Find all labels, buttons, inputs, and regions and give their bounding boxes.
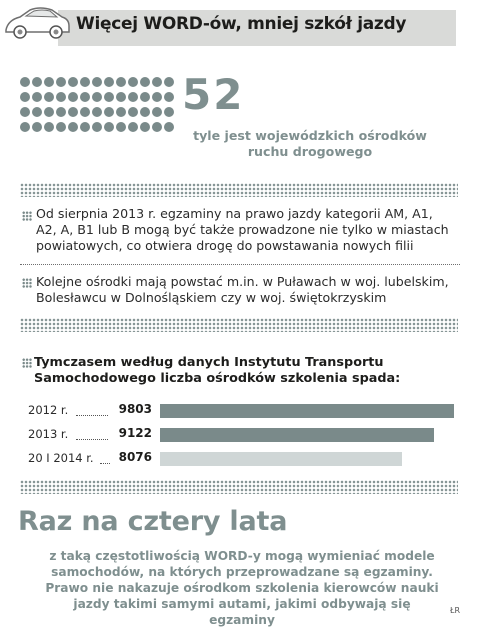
stat-dot [20, 77, 30, 87]
stat-dot [152, 92, 162, 102]
stat-dot [20, 122, 30, 132]
paragraph-text: Kolejne ośrodki mają powstać m.in. w Puł… [36, 274, 449, 305]
stat-dot [92, 107, 102, 117]
bar [160, 428, 434, 442]
stat-dot [104, 107, 114, 117]
stat-dot [140, 122, 150, 132]
stat-dot [56, 92, 66, 102]
stat-dot [152, 107, 162, 117]
stat-dot [68, 122, 78, 132]
stat-dot [68, 92, 78, 102]
bar-category-label: 2013 r. [28, 427, 69, 441]
stat-dot [104, 77, 114, 87]
stat-dot [92, 77, 102, 87]
bar-value-label: 9122 [118, 426, 152, 440]
chart-heading: Tymczasem według danych Instytutu Transp… [34, 355, 401, 386]
bar [160, 404, 454, 418]
section-heading: Raz na cztery lata [18, 506, 288, 537]
bar-value-label: 9803 [118, 402, 152, 416]
bar-leader-dots [76, 415, 108, 416]
stat-dot [92, 92, 102, 102]
stat-caption: tyle jest wojewódzkich ośrodków ruchu dr… [193, 128, 427, 159]
stat-number: 52 [182, 70, 245, 119]
stat-dot [56, 107, 66, 117]
stat-dot [104, 122, 114, 132]
bar-leader-dots [76, 439, 108, 440]
bullet-icon [22, 211, 32, 221]
stat-dot [116, 107, 126, 117]
stat-dot [164, 77, 174, 87]
stat-dot [128, 122, 138, 132]
stat-dot [68, 77, 78, 87]
bullet-icon [22, 358, 32, 368]
stat-dot [152, 77, 162, 87]
pattern-separator [20, 480, 458, 494]
stat-dot [164, 122, 174, 132]
bullet-icon [22, 278, 32, 288]
stat-dot [80, 107, 90, 117]
paragraph-text: Od sierpnia 2013 r. egzaminy na prawo ja… [36, 206, 449, 253]
page-title: Więcej WORD-ów, mniej szkół jazdy [76, 14, 407, 34]
stat-dot [164, 107, 174, 117]
stat-dot [104, 92, 114, 102]
stat-dot [44, 92, 54, 102]
stat-dot [20, 107, 30, 117]
stat-dot [80, 122, 90, 132]
stat-dot [20, 92, 30, 102]
stat-dot [128, 107, 138, 117]
pattern-separator [20, 318, 458, 332]
header-bar [58, 10, 456, 46]
stat-dot [152, 122, 162, 132]
stat-dot [116, 77, 126, 87]
stat-dot [128, 92, 138, 102]
bar-category-label: 2012 r. [28, 403, 69, 417]
stat-dot [164, 92, 174, 102]
bar-leader-dots [100, 463, 110, 464]
stat-dot [92, 122, 102, 132]
stat-dot [116, 92, 126, 102]
stat-dot [116, 122, 126, 132]
bar-category-label: 20 I 2014 r. [28, 451, 94, 465]
stat-dot [44, 77, 54, 87]
stat-dot [44, 122, 54, 132]
bar-value-label: 8076 [118, 450, 152, 464]
stat-dot [32, 122, 42, 132]
divider [20, 264, 460, 265]
bar [160, 452, 403, 466]
author-credit: ŁR [450, 606, 461, 615]
stat-dot [32, 107, 42, 117]
pattern-separator [20, 183, 458, 197]
stat-dot [56, 77, 66, 87]
stat-dot [68, 107, 78, 117]
stat-dot [140, 107, 150, 117]
stat-dot [128, 77, 138, 87]
stat-dot [140, 77, 150, 87]
stat-dot [140, 92, 150, 102]
stat-dot [32, 92, 42, 102]
car-icon [5, 7, 70, 39]
stat-dot [56, 122, 66, 132]
footer-text: z taką częstotliwością WORD-y mogą wymie… [45, 549, 439, 627]
stat-dot [80, 92, 90, 102]
stat-dot [44, 107, 54, 117]
stat-dot [80, 77, 90, 87]
stat-dot [32, 77, 42, 87]
